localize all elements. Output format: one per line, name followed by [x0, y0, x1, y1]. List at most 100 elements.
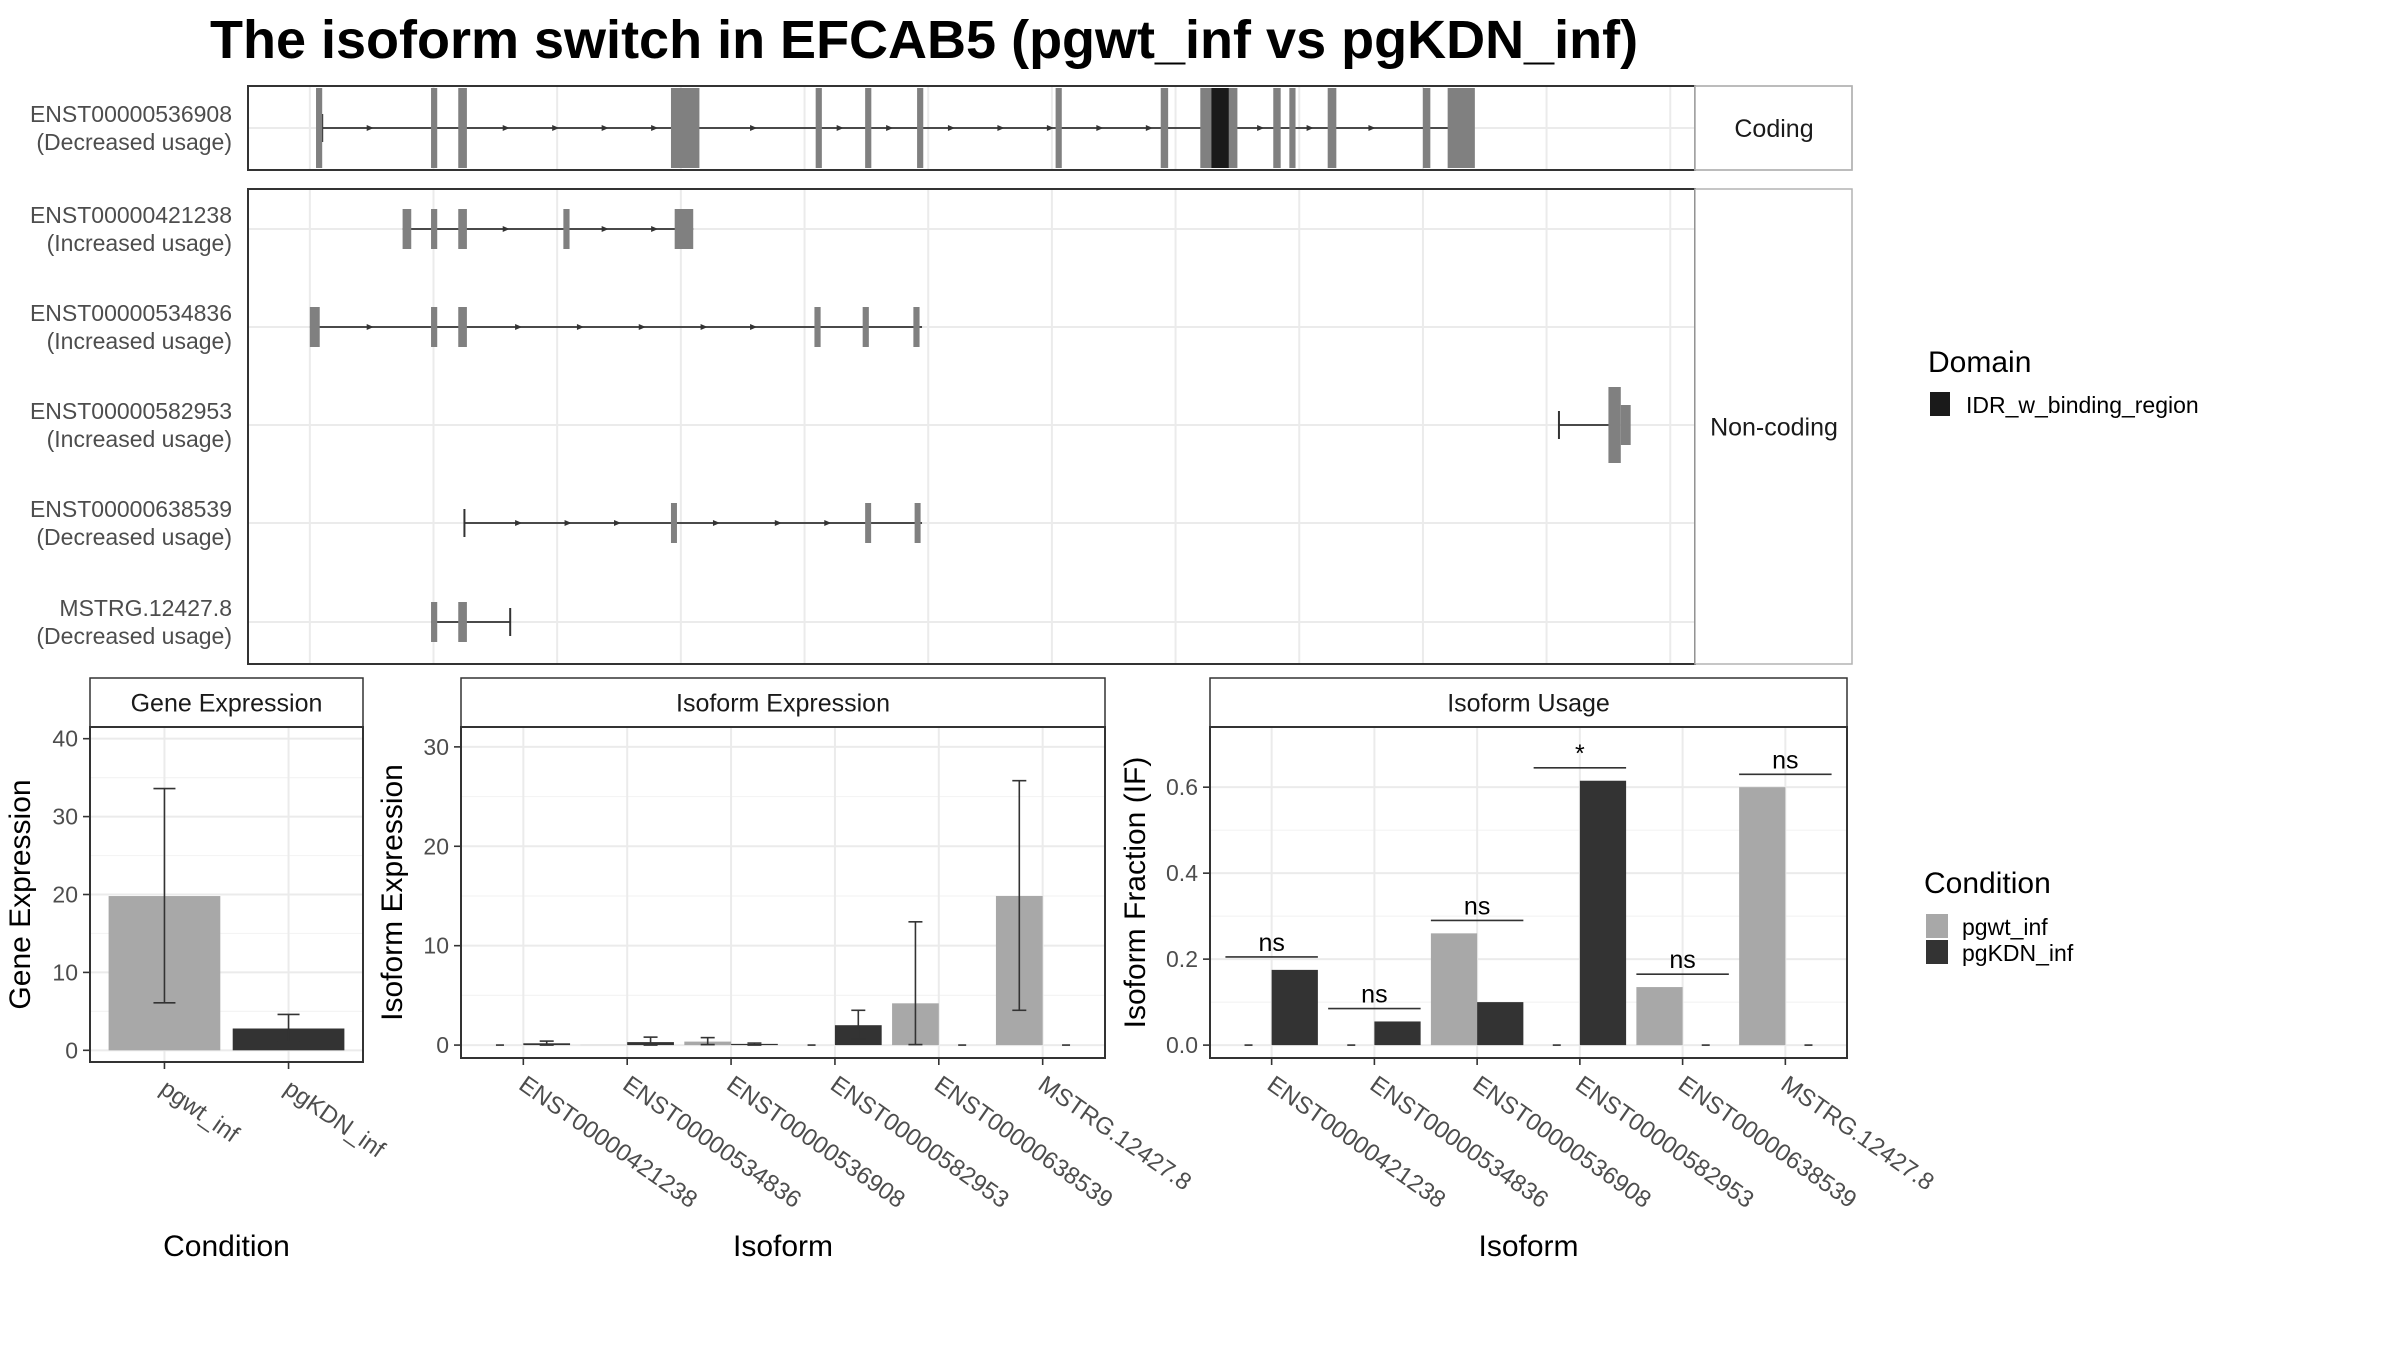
strand-arrow — [638, 324, 646, 330]
structure-panel-bg — [248, 189, 1695, 664]
transcript-usage-label: (Decreased usage) — [36, 129, 232, 155]
exon — [1055, 88, 1062, 168]
exon — [917, 88, 924, 168]
exon — [458, 88, 467, 168]
exon — [913, 307, 920, 347]
transcript-label: ENST00000421238 — [30, 202, 232, 228]
x-tick-label: ENST00000638539 — [1673, 1071, 1861, 1214]
exon — [865, 88, 872, 168]
significance-label: ns — [1361, 981, 1387, 1009]
strand-arrow — [601, 125, 609, 131]
structure-strip-border — [1694, 85, 1853, 171]
structure-strip-label: Non-coding — [1710, 414, 1838, 442]
strand-arrow — [1257, 125, 1265, 131]
exon — [1327, 88, 1337, 168]
x-tick-label: ENST00000534836 — [618, 1071, 806, 1214]
exon — [674, 209, 694, 249]
strand-arrow — [836, 125, 844, 131]
y-tick-label: 0.2 — [1166, 946, 1198, 972]
structure-strip-label: Coding — [1734, 115, 1813, 143]
x-tick-label: pgKDN_inf — [279, 1075, 390, 1164]
significance-label: ns — [1258, 929, 1284, 957]
significance-label: ns — [1669, 946, 1695, 974]
y-tick-label: 40 — [52, 726, 78, 752]
strand-arrow — [576, 324, 584, 330]
strand-arrow — [750, 125, 758, 131]
exon — [865, 503, 872, 543]
isoform-expression-panel: Isoform Expression 0 10 20 30 ENST00000421238… — [376, 677, 1196, 1263]
bar-pgKDN_inf-ENST00000582953 — [1579, 780, 1627, 1046]
panel-border — [460, 726, 1106, 1059]
exon — [431, 307, 438, 347]
y-tick-label: 0.6 — [1166, 774, 1198, 800]
domain-legend-label: IDR_w_binding_region — [1966, 392, 2199, 418]
bar-pgwt_inf-ENST00000536908 — [1430, 933, 1478, 1046]
exon — [431, 209, 438, 249]
strand-arrow — [366, 125, 374, 131]
y-tick-label: 0.4 — [1166, 860, 1198, 886]
exon — [814, 307, 821, 347]
exon — [1447, 88, 1475, 168]
structure-strip — [1694, 188, 1853, 665]
domain-legend-title: Domain — [1928, 346, 2031, 379]
exon — [1608, 387, 1621, 463]
strand-arrow — [1046, 125, 1054, 131]
strand-arrow — [997, 125, 1005, 131]
x-axis-title: Isoform — [1478, 1230, 1578, 1263]
gene-expression-panel: Gene Expression 0 10 20 30 40 pgwt_inf pgKDN_in… — [4, 677, 390, 1263]
y-tick-label: 10 — [52, 959, 78, 985]
transcript-usage-label: (Decreased usage) — [36, 524, 232, 550]
exon — [431, 602, 438, 642]
strand-arrow — [552, 125, 560, 131]
bar-pgwt_inf-MSTRG.12427.8 — [1739, 787, 1786, 1046]
x-tick-label: ENST00000536908 — [1468, 1071, 1656, 1214]
y-tick-label: 0.0 — [1166, 1032, 1198, 1058]
panel-border — [1209, 726, 1848, 1059]
significance-label: ns — [1772, 746, 1798, 774]
transcript-MSTRG.12427.8: MSTRG.12427.8(Decreased usage) — [36, 595, 512, 649]
condition-legend: Condition pgwt_inf pgKDN_inf — [1924, 867, 2074, 966]
transcript-ENST00000582953: ENST00000582953(Increased usage) — [30, 387, 1631, 463]
x-tick-label: ENST00000421238 — [514, 1071, 702, 1214]
strand-arrow — [564, 520, 572, 526]
x-tick-label: ENST00000582953 — [1570, 1071, 1758, 1214]
condition-legend-label-pgkdn: pgKDN_inf — [1962, 940, 2074, 966]
exon — [458, 602, 467, 642]
panel-strip — [1209, 677, 1848, 728]
panel-strip — [89, 677, 364, 728]
exon — [670, 88, 700, 168]
y-tick-label: 30 — [423, 734, 449, 760]
transcript-label: ENST00000582953 — [30, 398, 232, 424]
y-axis-title: Isoform Fraction (IF) — [1119, 757, 1152, 1029]
y-axis-title: Isoform Expression — [376, 764, 409, 1021]
strand-arrow — [774, 520, 782, 526]
transcript-label: ENST00000534836 — [30, 300, 232, 326]
exon — [563, 209, 570, 249]
bar-pgKDN_inf-ENST00000534836 — [1374, 1021, 1421, 1046]
condition-legend-label-pgwt: pgwt_inf — [1962, 914, 2048, 940]
exon — [862, 307, 869, 347]
strand-arrow — [1306, 125, 1314, 131]
strand-arrow — [614, 520, 622, 526]
panel-strip-label: Isoform Usage — [1447, 690, 1610, 718]
exon — [1160, 88, 1169, 168]
exon — [431, 88, 438, 168]
condition-legend-key-pgwt — [1926, 914, 1948, 938]
x-axis-title: Isoform — [733, 1230, 833, 1263]
exon — [316, 88, 323, 168]
exon — [815, 88, 822, 168]
x-tick-label: ENST00000582953 — [825, 1071, 1013, 1214]
condition-legend-key-pgkdn — [1926, 940, 1948, 964]
significance-label: * — [1575, 740, 1585, 768]
y-axis-title: Gene Expression — [4, 779, 37, 1009]
strand-arrow — [824, 520, 832, 526]
panel-strip — [460, 677, 1106, 728]
transcript-label: ENST00000638539 — [30, 496, 232, 522]
strand-arrow — [601, 226, 609, 232]
exon — [458, 209, 467, 249]
strand-arrow — [515, 324, 523, 330]
strand-arrow — [651, 226, 659, 232]
exon — [914, 503, 921, 543]
strand-arrow — [651, 125, 659, 131]
